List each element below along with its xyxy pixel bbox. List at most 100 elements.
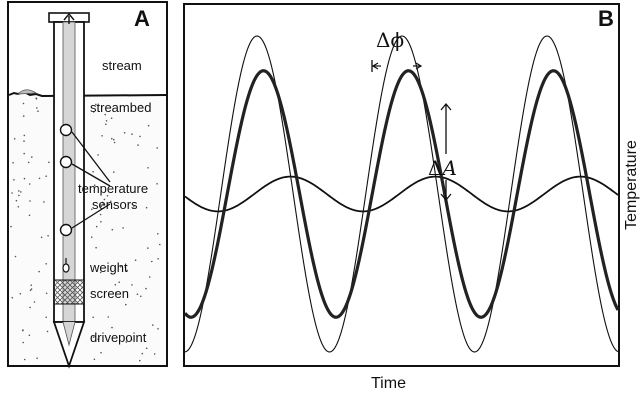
sediment-dot bbox=[104, 113, 106, 116]
delta-a-marker: ΔA bbox=[428, 102, 457, 202]
sediment-dot bbox=[105, 120, 108, 122]
sediment-dot bbox=[97, 338, 99, 341]
sediment-dot bbox=[36, 357, 38, 360]
sediment-dot bbox=[146, 188, 148, 190]
sediment-dot bbox=[101, 135, 103, 137]
sediment-dot bbox=[92, 316, 94, 319]
drivepoint-inner bbox=[62, 321, 76, 347]
sediment-dot bbox=[110, 200, 112, 203]
sediment-dot bbox=[18, 194, 20, 197]
x-axis-label: Time bbox=[371, 375, 406, 392]
sediment-dot bbox=[111, 228, 114, 231]
sediment-dot bbox=[99, 213, 102, 216]
sediment-dot bbox=[37, 110, 39, 112]
sediment-dot bbox=[38, 270, 40, 273]
sediment-dot bbox=[136, 293, 139, 296]
sediment-dot bbox=[125, 303, 127, 306]
sediment-dot bbox=[102, 203, 105, 205]
sediment-dot bbox=[152, 324, 154, 326]
sediment-dot bbox=[48, 161, 50, 164]
sediment-dot bbox=[145, 287, 147, 290]
curve-damped bbox=[184, 175, 619, 213]
sediment-dot bbox=[22, 329, 24, 332]
label-streambed: streambed bbox=[90, 100, 151, 115]
sediment-dot bbox=[126, 269, 128, 272]
sediment-dot bbox=[22, 341, 25, 344]
sediment-dot bbox=[45, 263, 47, 265]
sediment-dot bbox=[159, 243, 161, 246]
sediment-dot bbox=[100, 205, 102, 208]
label-drivepoint: drivepoint bbox=[90, 330, 147, 345]
sediment-dot bbox=[18, 190, 20, 192]
sediment-dot bbox=[28, 334, 31, 337]
sediment-dot bbox=[97, 154, 99, 156]
sediment-dots bbox=[10, 97, 161, 362]
sediment-dot bbox=[157, 258, 159, 260]
sensor-2 bbox=[59, 155, 73, 169]
sediment-dot bbox=[110, 117, 113, 119]
sediment-dot bbox=[14, 255, 17, 258]
sediment-dot bbox=[90, 236, 93, 238]
sediment-dot bbox=[105, 123, 107, 126]
sediment-dot bbox=[23, 358, 26, 361]
sediment-dot bbox=[139, 359, 141, 362]
sediment-dot bbox=[10, 225, 12, 228]
sediment-dot bbox=[134, 259, 137, 262]
sediment-dot bbox=[46, 330, 49, 333]
curve-thick bbox=[183, 69, 620, 319]
sediment-dot bbox=[23, 177, 26, 180]
sediment-dot bbox=[30, 284, 32, 287]
sediment-dot bbox=[43, 201, 45, 203]
sediment-dot bbox=[131, 284, 133, 286]
sediment-dot bbox=[91, 208, 93, 211]
pipe-inner-rod bbox=[62, 21, 76, 323]
sediment-dot bbox=[28, 183, 31, 185]
sediment-dot bbox=[151, 260, 153, 263]
sediment-dot bbox=[40, 236, 43, 239]
sediment-dot bbox=[15, 199, 18, 202]
sediment-dot bbox=[23, 134, 26, 137]
sediment-dot bbox=[13, 138, 16, 140]
sediment-dot bbox=[156, 147, 158, 149]
sediment-dot bbox=[130, 338, 133, 341]
delta-a-symbol: ΔA bbox=[428, 156, 457, 180]
sediment-dot bbox=[125, 341, 128, 343]
sediment-dot bbox=[92, 336, 95, 339]
sediment-dot bbox=[29, 200, 31, 202]
panel-a-letter: A bbox=[134, 6, 150, 31]
sediment-dot bbox=[118, 281, 120, 284]
delta-phi-symbol: Δϕ bbox=[376, 28, 404, 52]
sediment-dot bbox=[111, 137, 113, 140]
sediment-dot bbox=[157, 233, 159, 235]
sediment-dot bbox=[145, 206, 148, 209]
sediment-dot bbox=[101, 201, 104, 204]
sediment-dot bbox=[28, 214, 31, 217]
label-weight: weight bbox=[89, 260, 128, 275]
sediment-dot bbox=[133, 206, 135, 208]
sediment-dot bbox=[141, 352, 144, 355]
sediment-dot bbox=[113, 141, 116, 144]
streambed-lump bbox=[16, 89, 38, 95]
sediment-dot bbox=[45, 292, 48, 295]
sediment-dot bbox=[95, 225, 98, 228]
sediment-dot bbox=[99, 271, 102, 274]
sediment-dot bbox=[27, 161, 30, 164]
label-screen: screen bbox=[90, 286, 129, 301]
sediment-dot bbox=[147, 124, 150, 127]
panel-b-letter: B bbox=[598, 6, 614, 31]
sediment-dot bbox=[45, 175, 47, 177]
sediment-dot bbox=[23, 140, 25, 142]
sediment-dot bbox=[124, 266, 127, 268]
sediment-dot bbox=[106, 195, 109, 197]
sediment-dot bbox=[11, 296, 14, 299]
sediment-fill bbox=[9, 95, 166, 365]
sediment-dot bbox=[100, 221, 102, 223]
sediment-dot bbox=[114, 283, 117, 286]
sediment-dot bbox=[123, 132, 126, 134]
sediment-dot bbox=[33, 301, 36, 303]
y-axis-label: Temperature bbox=[623, 140, 640, 230]
sediment-dot bbox=[93, 184, 96, 186]
sediment-dot bbox=[113, 138, 115, 141]
sediment-dot bbox=[140, 104, 142, 107]
sediment-dot bbox=[22, 102, 25, 105]
